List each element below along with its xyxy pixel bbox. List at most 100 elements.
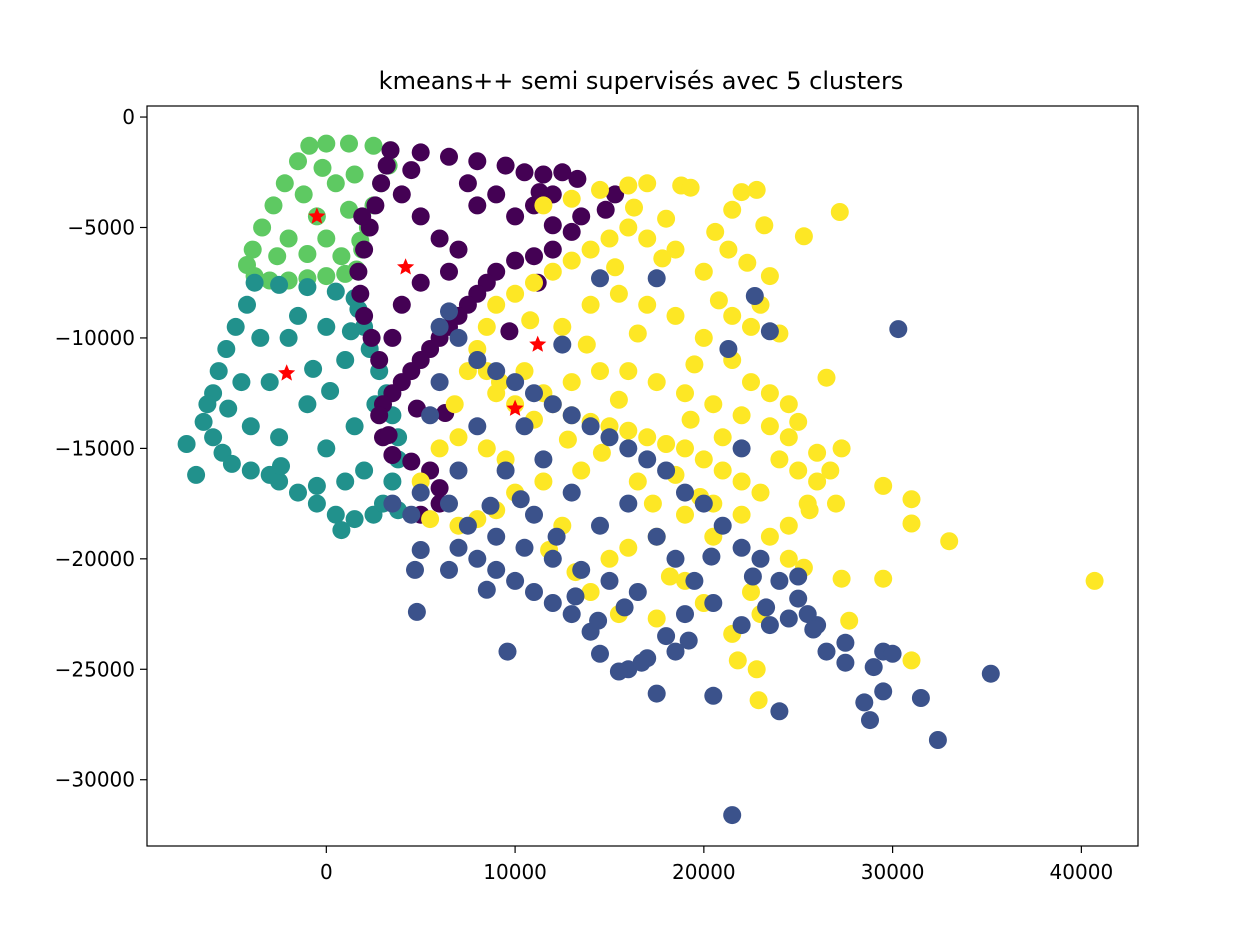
- data-point: [411, 143, 430, 162]
- data-point: [723, 306, 742, 325]
- data-point: [326, 174, 345, 193]
- data-point: [779, 516, 798, 535]
- data-point: [392, 185, 411, 204]
- data-point: [289, 152, 307, 171]
- data-point: [706, 222, 725, 241]
- data-point: [317, 439, 336, 458]
- data-point: [728, 651, 747, 670]
- data-point: [660, 567, 679, 586]
- y-tick-label: −20000: [55, 547, 135, 571]
- data-point: [770, 571, 789, 590]
- data-point: [506, 373, 525, 392]
- data-point: [676, 384, 694, 403]
- data-point: [534, 472, 553, 491]
- data-point: [581, 240, 600, 259]
- data-point: [836, 633, 855, 652]
- data-point: [340, 134, 358, 153]
- data-point: [411, 541, 430, 559]
- data-point: [743, 567, 762, 586]
- data-point: [294, 185, 313, 204]
- data-point: [789, 412, 808, 431]
- data-point: [606, 185, 625, 204]
- data-point: [638, 174, 657, 193]
- data-point: [270, 275, 289, 294]
- data-point: [889, 320, 908, 339]
- data-point: [760, 384, 779, 403]
- data-point: [723, 806, 742, 825]
- data-point: [840, 611, 859, 630]
- plot-frame: [146, 105, 1139, 847]
- data-point: [609, 390, 628, 409]
- data-point: [666, 642, 685, 661]
- data-point: [496, 156, 515, 175]
- data-point: [757, 598, 776, 617]
- data-point: [572, 207, 591, 226]
- data-point: [553, 317, 572, 336]
- data-point: [619, 176, 638, 195]
- data-point: [591, 180, 609, 199]
- data-point: [591, 644, 609, 663]
- data-point: [647, 684, 666, 703]
- data-point: [709, 291, 728, 310]
- data-point: [702, 547, 721, 566]
- data-point: [628, 472, 647, 491]
- data-point: [704, 395, 723, 414]
- data-point: [572, 461, 591, 480]
- data-point: [591, 362, 609, 381]
- data-point: [770, 450, 789, 469]
- data-point: [562, 251, 581, 270]
- data-point: [779, 609, 798, 628]
- centroid-star: [397, 258, 415, 275]
- data-point: [638, 229, 657, 248]
- data-point: [981, 664, 1000, 683]
- data-point: [647, 269, 666, 288]
- data-point: [353, 207, 372, 226]
- data-point: [628, 324, 647, 343]
- data-point: [421, 510, 440, 529]
- data-point: [243, 240, 262, 259]
- x-tick-label: 40000: [1050, 860, 1114, 884]
- data-point: [779, 549, 798, 568]
- centroid-star: [308, 207, 326, 224]
- data-point: [902, 490, 921, 509]
- data-point: [411, 207, 430, 226]
- data-point: [198, 395, 217, 414]
- data-point: [911, 689, 930, 707]
- data-point: [747, 660, 766, 679]
- data-point: [685, 571, 704, 590]
- data-point: [372, 174, 391, 193]
- data-point: [253, 218, 272, 237]
- data-point: [855, 693, 874, 712]
- data-point: [543, 594, 562, 612]
- data-point: [477, 439, 496, 458]
- data-point: [270, 428, 289, 447]
- data-point: [572, 560, 591, 579]
- data-point: [260, 373, 279, 392]
- data-point: [449, 461, 468, 480]
- data-point: [345, 510, 364, 529]
- data-point: [275, 174, 294, 193]
- data-point: [874, 569, 893, 588]
- data-point: [562, 222, 581, 241]
- data-point: [355, 240, 374, 259]
- data-point: [232, 373, 251, 392]
- data-point: [666, 549, 685, 568]
- data-point: [713, 461, 732, 480]
- data-point: [902, 514, 921, 533]
- data-point: [355, 461, 374, 480]
- data-point: [676, 605, 694, 624]
- data-point: [666, 240, 685, 259]
- data-point: [609, 662, 628, 681]
- y-tick-label: −5000: [67, 215, 135, 239]
- data-point: [506, 284, 525, 303]
- data-point: [600, 428, 619, 447]
- data-point: [430, 229, 449, 248]
- data-point: [279, 229, 298, 248]
- data-point: [600, 229, 619, 248]
- data-point: [241, 461, 260, 480]
- data-point: [745, 287, 764, 305]
- data-point: [742, 317, 760, 336]
- data-point: [732, 439, 751, 458]
- data-point: [336, 472, 355, 491]
- data-point: [657, 435, 676, 453]
